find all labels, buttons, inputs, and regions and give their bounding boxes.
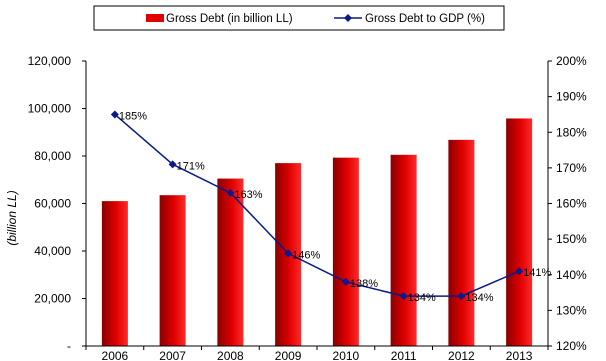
bar-2007 <box>159 195 186 346</box>
y2-tick-label: 140% <box>556 268 587 282</box>
bar-2011 <box>390 154 417 346</box>
y2-tick-label: 150% <box>556 232 587 246</box>
legend-swatch-bar <box>146 14 164 22</box>
y2-tick-label: 180% <box>556 125 587 139</box>
x-tick-label: 2012 <box>448 349 475 361</box>
y-tick-label: 20,000 <box>34 292 71 306</box>
y2-tick-label: 160% <box>556 197 587 211</box>
bar-2006 <box>101 201 128 346</box>
y-tick-label: - <box>67 339 71 353</box>
data-label: 185% <box>119 110 147 122</box>
y2-tick-label: 200% <box>556 54 587 68</box>
line-point-2007 <box>168 160 177 169</box>
x-tick-label: 2008 <box>217 349 244 361</box>
line-point-2012 <box>457 292 466 301</box>
bar-2012 <box>448 139 475 346</box>
x-tick-label: 2010 <box>333 349 360 361</box>
x-tick-label: 2011 <box>391 349 417 361</box>
legend: Gross Debt (in billion LL) Gross Debt to… <box>93 5 505 31</box>
line-point-2009 <box>284 249 293 258</box>
legend-swatch-marker <box>344 14 352 22</box>
line-point-2008 <box>226 188 235 197</box>
y-tick-label: 100,000 <box>28 102 72 116</box>
y-tick-label: 80,000 <box>34 149 71 163</box>
y2-tick-label: 190% <box>556 90 587 104</box>
bar-2008 <box>217 178 244 346</box>
plot-area: - 20,000 40,000 60,000 80,000 100,000 120,000 1… <box>28 54 587 361</box>
data-label: 171% <box>177 160 205 172</box>
x-tick-label: 2009 <box>275 349 302 361</box>
y-axis-title: (billion LL) <box>5 190 19 245</box>
data-label: 141% <box>523 267 551 279</box>
data-label: 134% <box>465 292 493 304</box>
y-tick-label: 60,000 <box>34 197 71 211</box>
line-point-2010 <box>341 277 350 286</box>
gdp-ratio-line <box>114 113 520 297</box>
data-label: 146% <box>292 249 320 261</box>
y2-tick-label: 120% <box>556 339 587 353</box>
bar-2013 <box>506 118 533 346</box>
x-tick-label: 2007 <box>159 349 186 361</box>
data-label: 163% <box>234 189 262 201</box>
bar-2010 <box>332 157 359 346</box>
legend-label-bar: Gross Debt (in billion LL) <box>166 13 293 25</box>
line-point-2006 <box>110 110 119 119</box>
x-tick-label: 2006 <box>102 349 129 361</box>
y-tick-label: 120,000 <box>28 54 72 68</box>
line-point-2011 <box>399 292 408 301</box>
legend-label-line: Gross Debt to GDP (%) <box>365 13 485 25</box>
data-label: 134% <box>408 292 436 304</box>
y2-tick-label: 170% <box>556 161 587 175</box>
data-label: 138% <box>350 278 378 290</box>
y2-tick-label: 130% <box>556 303 587 317</box>
y-tick-label: 40,000 <box>34 244 71 258</box>
x-tick-label: 2013 <box>506 349 533 361</box>
line-point-2013 <box>515 267 524 276</box>
